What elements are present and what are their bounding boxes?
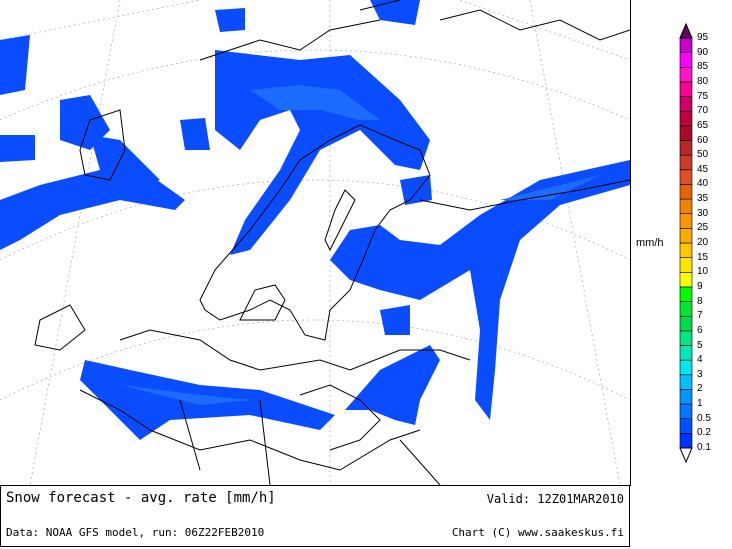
- legend-label: 85: [697, 61, 709, 73]
- snow-area-svalbard: [215, 8, 245, 32]
- legend-label: 35: [697, 193, 709, 205]
- legend-label: 80: [697, 75, 709, 87]
- map-canvas: [0, 0, 630, 485]
- snow-area-north-sea: [90, 135, 160, 190]
- snow-forecast-map: [0, 0, 631, 486]
- snow-area-arctic: [370, 0, 420, 25]
- legend-label: 70: [697, 105, 709, 117]
- legend-label: 40: [697, 178, 709, 190]
- legend-label: 1: [697, 398, 703, 410]
- legend-label: 3: [697, 368, 703, 380]
- chart-footer: Snow forecast - avg. rate [mm/h] Valid: …: [0, 486, 630, 547]
- legend-label: 5: [697, 339, 703, 351]
- legend-label: 9: [697, 280, 703, 292]
- snow-areas: [0, 0, 630, 440]
- chart-title: Snow forecast - avg. rate [mm/h]: [6, 490, 276, 506]
- legend-label: 45: [697, 163, 709, 175]
- legend-label: 0.5: [697, 412, 711, 424]
- legend-label: 90: [697, 46, 709, 58]
- legend-label: 75: [697, 90, 709, 102]
- snow-area-norway: [215, 50, 430, 255]
- legend-label: 0.2: [697, 427, 711, 439]
- snow-light-2: [500, 175, 600, 200]
- legend-label: 8: [697, 295, 703, 307]
- snow-light-1: [250, 85, 380, 120]
- snow-area-atlantic: [0, 170, 185, 250]
- coastlines: [34, 0, 630, 485]
- legend-unit: mm/h: [636, 237, 664, 249]
- legend-label: 25: [697, 222, 709, 234]
- legend-label: 4: [697, 354, 703, 366]
- legend-label: 95: [697, 32, 709, 43]
- valid-time: Valid: 12Z01MAR2010: [486, 492, 624, 506]
- legend-label: 6: [697, 324, 703, 336]
- snow-area-greenland: [0, 35, 30, 95]
- legend-label: 30: [697, 207, 709, 219]
- legend-label: 15: [697, 251, 709, 263]
- data-source: Data: NOAA GFS model, run: 06Z22FEB2010: [6, 526, 265, 539]
- legend-label: 60: [697, 134, 709, 146]
- snow-area-russia: [330, 160, 630, 420]
- legend-label: 10: [697, 266, 709, 278]
- snow-area-baltic: [380, 305, 410, 335]
- snow-area-kola: [400, 175, 432, 205]
- chart-credit: Chart (C) www.saakeskus.fi: [451, 526, 624, 539]
- legend-label: 2: [697, 383, 703, 395]
- snow-light-3: [120, 385, 250, 405]
- snow-area-west: [0, 135, 35, 162]
- legend-label: 20: [697, 237, 709, 248]
- legend-label: 7: [697, 310, 703, 322]
- legend-label: 50: [697, 149, 709, 161]
- legend-label: 65: [697, 119, 709, 131]
- legend-label: 0.1: [697, 442, 711, 453]
- snow-area-ukraine: [345, 345, 440, 425]
- snow-area-sea-patch: [180, 118, 210, 150]
- color-legend: [631, 0, 732, 549]
